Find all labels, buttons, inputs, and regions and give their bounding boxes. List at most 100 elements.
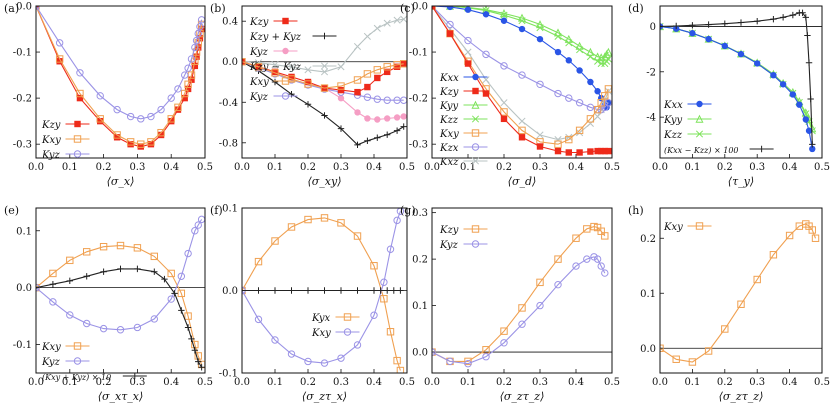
data-point-K_yz bbox=[99, 324, 108, 333]
data-point-K_xy bbox=[167, 269, 175, 278]
series-line-K_yz bbox=[36, 6, 203, 120]
legend-label-K_xy: Kxy bbox=[249, 77, 269, 88]
data-point-zero bbox=[397, 287, 404, 294]
legend-label-K_zy+K_yz: Kzy + Kyz bbox=[249, 32, 302, 43]
x-tick-label: 0.1 bbox=[684, 377, 700, 388]
data-point-K_yz bbox=[593, 255, 602, 263]
data-point-K_zy+K_yz bbox=[304, 101, 312, 108]
legend-label-K_zy: Kzy bbox=[249, 17, 269, 28]
y-tick-label: 0.2 bbox=[412, 255, 428, 266]
data-point-K_xx bbox=[576, 67, 583, 74]
x-tick-label: 0.2 bbox=[496, 377, 512, 388]
x-tick-label: 0.3 bbox=[749, 162, 765, 173]
data-point-K_xy bbox=[320, 84, 329, 92]
legend-label-K_xx: Kxx bbox=[663, 100, 683, 111]
data-point-K_xy bbox=[593, 105, 602, 114]
data-point-K_zy bbox=[184, 85, 192, 93]
legend-label-K_zz: Kzz bbox=[439, 115, 459, 126]
data-point-K_xz bbox=[554, 136, 562, 144]
y-tick-label: -0.1 bbox=[219, 369, 238, 380]
x-tick-label: 0.5 bbox=[604, 377, 620, 388]
data-point-K_yz bbox=[83, 319, 91, 328]
data-point-zero bbox=[288, 287, 295, 294]
data-point-K_zy bbox=[554, 147, 562, 155]
legend-marker-(K_xy+K_yz)x10 bbox=[131, 372, 138, 380]
x-tick-label: 0.3 bbox=[129, 162, 145, 173]
data-point-K_zy-K_yz bbox=[271, 61, 279, 69]
data-point-K_zy bbox=[500, 327, 508, 335]
data-point-K_xy bbox=[337, 354, 345, 362]
data-point-K_yz bbox=[113, 105, 121, 114]
data-point-K_xy bbox=[688, 358, 697, 366]
data-point-K_yz_pink bbox=[400, 113, 407, 120]
data-point-K_xy bbox=[49, 269, 57, 278]
x-tick-label: 0.1 bbox=[62, 162, 78, 173]
data-point-(K_xy+K_yz)x10 bbox=[49, 281, 57, 288]
panel-b: 0.0 0.1 0.2 0.3 0.4 0.5 0.4 0.0 -0.4 -0.8 (b) ⟨σ_xy… bbox=[210, 2, 415, 188]
legend-label-K_yy: Kyy bbox=[663, 115, 682, 126]
x-axis-label: ⟨σ_xy⟩ bbox=[307, 175, 341, 188]
x-tick-label: 0.4 bbox=[163, 377, 179, 388]
data-point-K_zx bbox=[482, 50, 490, 59]
x-axis-label: ⟨σ_zτ_z⟩ bbox=[719, 390, 764, 403]
series-line-K_yx bbox=[242, 217, 401, 371]
y-tick-label: 0 bbox=[650, 22, 656, 33]
data-point-(K_xy+K_yz)x10 bbox=[198, 364, 205, 371]
series-line-K_zz bbox=[660, 25, 813, 131]
x-tick-label: 0.0 bbox=[424, 377, 440, 388]
data-point-K_xz bbox=[576, 129, 584, 137]
data-point-K_xz bbox=[518, 117, 526, 125]
x-tick-label: 0.0 bbox=[28, 162, 44, 173]
legend-marker-K_zz bbox=[471, 115, 480, 123]
x-tick-label: 0.3 bbox=[333, 162, 349, 173]
x-tick-label: 0.2 bbox=[300, 162, 316, 173]
data-point-K_zz bbox=[594, 57, 602, 65]
x-tick-label: 0.2 bbox=[717, 377, 733, 388]
data-point-(K_xy+K_yz)x10 bbox=[161, 275, 168, 283]
data-point-K_zy bbox=[605, 147, 612, 155]
legend-label-K_zy: Kzy bbox=[439, 87, 459, 98]
legend-marker-K_zy-K_yz bbox=[320, 62, 329, 70]
data-point-K_xx bbox=[587, 78, 594, 86]
data-point-K_xy bbox=[353, 341, 362, 349]
data-point-K_zy bbox=[464, 60, 472, 67]
data-point-K_zy-K_yz bbox=[320, 68, 329, 76]
y-tick-label: 0.0 bbox=[412, 348, 428, 359]
legend: Kxx Kzy Kyy Kzz Kxy Kzx Kxz bbox=[439, 73, 488, 168]
data-point-K_xx bbox=[789, 91, 797, 98]
legend-marker-K_xy bbox=[695, 222, 704, 230]
data-point-K_yz_pink bbox=[364, 115, 371, 122]
x-tick-label: 0.2 bbox=[96, 162, 112, 173]
data-point-K_yz bbox=[187, 55, 196, 63]
series-line-K_xy bbox=[36, 6, 203, 145]
series-line-K_zz bbox=[432, 6, 609, 65]
data-point-K_yz bbox=[446, 357, 454, 366]
legend: Kxy bbox=[663, 222, 712, 233]
data-point-(K_xy+K_yz)x10 bbox=[184, 324, 192, 331]
panel-tag: (b) bbox=[210, 2, 226, 15]
y-tick-label: 0.2 bbox=[640, 234, 656, 245]
x-axis-label: ⟨σ_zτ_x⟩ bbox=[302, 390, 347, 403]
legend-marker-K_yz bbox=[73, 150, 82, 158]
legend-label-K_zz: Kzz bbox=[663, 130, 683, 141]
x-tick-label: 0.5 bbox=[197, 162, 213, 173]
data-point-K_xx bbox=[737, 50, 745, 58]
data-point-(K_xy+K_yz)x10 bbox=[191, 347, 199, 354]
y-tick-label: -0.1 bbox=[409, 48, 428, 59]
data-point-K_zy bbox=[193, 53, 200, 60]
data-point-K_yz bbox=[363, 93, 372, 101]
panel-c: 0.0 0.1 0.2 0.3 0.4 0.5 0.0 -0.1 -0.2 -0.3 (c) ⟨σ_d… bbox=[400, 2, 620, 189]
x-tick-label: 0.1 bbox=[267, 162, 283, 173]
legend-marker-K_yz bbox=[471, 240, 480, 248]
x-tick-label: 0.5 bbox=[399, 377, 415, 388]
data-point-(K_xx-K_zz)x100 bbox=[805, 59, 813, 66]
data-point-K_yz bbox=[583, 255, 591, 263]
data-point-K_yz bbox=[196, 23, 204, 31]
legend: Kxx Kyy Kzz (Kxx − Kzz) × 100 bbox=[663, 100, 774, 155]
legend-marker-K_xy bbox=[73, 135, 82, 143]
data-point-K_yx bbox=[304, 215, 312, 224]
data-point-K_zy-K_yz bbox=[363, 32, 371, 40]
data-point-(K_xx-K_zz)x100 bbox=[660, 23, 664, 30]
data-point-K_zy+K_yz bbox=[354, 141, 361, 149]
